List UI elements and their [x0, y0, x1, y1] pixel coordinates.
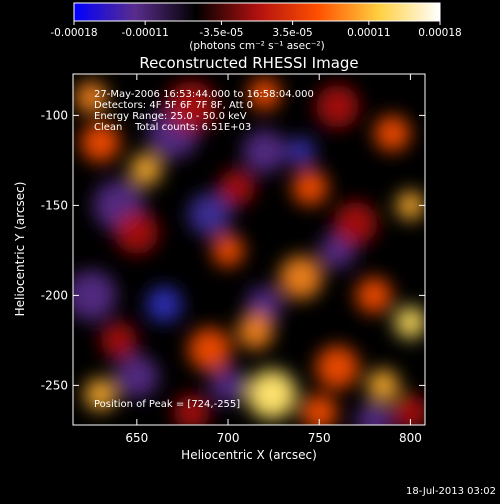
colorbar-ticks: -0.00018 -0.00011 -3.5e-05 3.5e-05 0.00011 0.… — [50, 21, 462, 39]
chart-title: Reconstructed RHESSI Image — [139, 54, 358, 72]
heatmap-blob — [73, 270, 117, 321]
heatmap-blob — [115, 210, 159, 254]
timestamp: 18-Jul-2013 03:02 — [406, 486, 496, 497]
colorbar-tick-label: -0.00011 — [122, 27, 169, 39]
y-tick-label: -200 — [41, 288, 68, 302]
heatmap-blob — [237, 313, 274, 350]
x-tick-label: 650 — [125, 431, 148, 445]
colorbar-tick-label: 0.00018 — [418, 27, 461, 39]
heatmap-blob — [173, 394, 210, 425]
y-axis: -100 -150 -200 -250 — [41, 108, 425, 392]
annotation-time-range: 27-May-2006 16:53:44.000 to 16:58:04.000 — [94, 89, 314, 100]
annotation-peak-position: Position of Peak = [724,-255] — [94, 399, 240, 410]
heatmap-blob — [188, 327, 232, 371]
heatmap-blob — [355, 403, 392, 425]
y-tick-label: -250 — [41, 378, 68, 392]
heatmap-blob — [334, 201, 378, 245]
colorbar-tick-label: -0.00018 — [50, 27, 97, 39]
annotation-clean-counts: Clean Total counts: 6.51E+03 — [94, 122, 251, 133]
annotation-detectors: Detectors: 4F 5F 6F 7F 8F, Att 0 — [94, 100, 253, 111]
heatmap-blob — [210, 367, 247, 404]
heatmap-blob — [166, 81, 217, 132]
heatmap-blob — [279, 255, 323, 299]
colorbar-unit-label: (photons cm⁻² s⁻¹ asec⁻²) — [189, 40, 324, 52]
y-axis-label: Heliocentric Y (arcsec) — [13, 182, 27, 317]
colorbar-tick-label: -3.5e-05 — [199, 27, 243, 39]
y-tick-label: -150 — [41, 198, 68, 212]
x-axis: 650 700 750 800 — [125, 74, 422, 445]
x-axis-label: Heliocentric X (arcsec) — [181, 448, 317, 462]
heatmap-blob — [84, 378, 117, 411]
heatmap-blob — [366, 369, 400, 402]
heatmap-blob — [292, 169, 329, 206]
x-tick-label: 700 — [217, 431, 240, 445]
colorbar-tick-label: 3.5e-05 — [272, 27, 312, 39]
heatmap-blob — [242, 129, 287, 173]
heatmap-blob — [374, 115, 411, 152]
heatmap-blob — [301, 394, 338, 425]
heatmap-blob — [246, 369, 297, 420]
heatmap-blob — [211, 234, 245, 267]
heatmap-blob — [315, 84, 360, 128]
x-tick-label: 750 — [308, 431, 331, 445]
x-tick-label: 800 — [399, 431, 422, 445]
colorbar — [73, 2, 441, 22]
heatmap-blob — [396, 191, 425, 220]
plot-frame — [72, 73, 426, 426]
heatmap-blob — [115, 354, 159, 398]
heatmap-blob — [355, 277, 392, 314]
heatmap-blob — [315, 345, 360, 389]
annotation-energy-range: Energy Range: 25.0 - 50.0 keV — [94, 111, 247, 122]
heatmap-blob — [248, 77, 281, 111]
heatmap-blob — [392, 394, 425, 425]
heatmap-blob — [75, 81, 108, 114]
annotation-block: 27-May-2006 16:53:44.000 to 16:58:04.000… — [94, 89, 314, 410]
colorbar-tick-label: 0.00011 — [347, 27, 390, 39]
heatmap-blob — [219, 169, 256, 206]
heatmap-blob — [129, 153, 163, 186]
heatmap-blob — [286, 137, 316, 166]
heatmap-blob — [100, 322, 137, 359]
heatmap-blob — [188, 192, 232, 236]
heatmap-blob — [80, 122, 121, 163]
y-tick-label: -100 — [41, 108, 68, 122]
heatmap-image — [73, 77, 425, 425]
heatmap-blob — [246, 286, 283, 323]
heatmap-blob — [146, 286, 183, 323]
heatmap-blob — [394, 306, 425, 339]
